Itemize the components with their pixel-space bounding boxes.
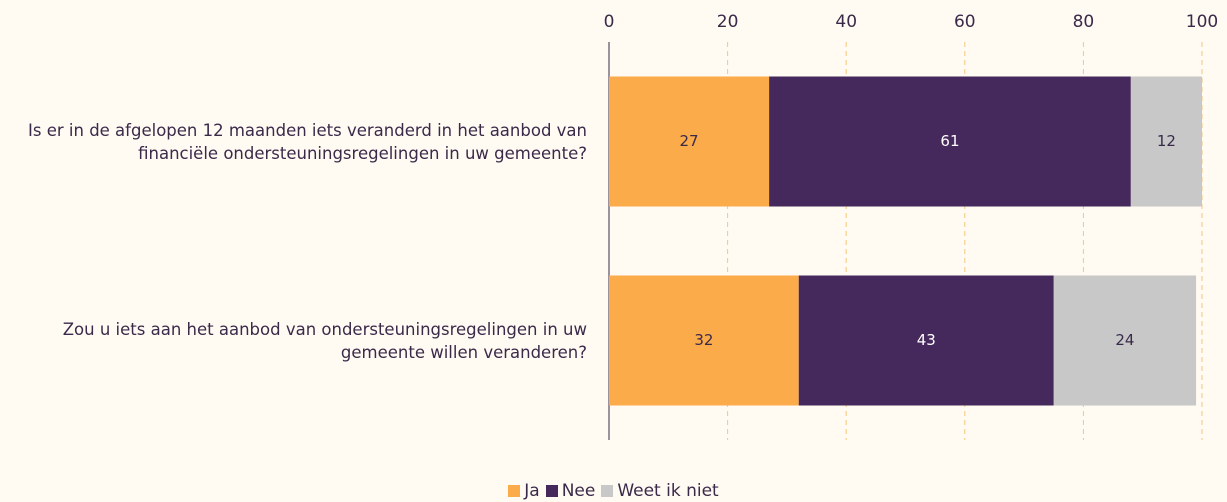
data-label: 32 xyxy=(694,331,713,349)
legend-swatch xyxy=(601,485,614,497)
legend-label: Nee xyxy=(561,481,596,501)
chart: 0 20 40 60 80 100 27 61 12 32 43 24 xyxy=(604,12,1218,440)
legend-swatch xyxy=(508,485,521,497)
bar-segment xyxy=(1130,76,1202,207)
legend: Ja Nee Weet ik niet xyxy=(0,481,1227,502)
data-label: 43 xyxy=(917,331,936,349)
legend-label: Weet ik niet xyxy=(617,481,719,501)
x-tick-label: 100 xyxy=(1186,12,1218,32)
legend-item: Weet ik niet xyxy=(601,481,719,501)
data-label: 27 xyxy=(680,132,699,150)
category-label: Is er in de afgelopen 12 maanden iets ve… xyxy=(28,120,587,163)
bar-segment xyxy=(609,275,799,406)
data-label: 12 xyxy=(1157,132,1176,150)
x-tick-label: 80 xyxy=(1073,12,1095,32)
legend-swatch xyxy=(545,485,558,497)
legend-item: Nee xyxy=(545,481,596,501)
legend-label: Ja xyxy=(524,481,540,501)
x-tick-label: 60 xyxy=(954,12,976,32)
x-tick-label: 40 xyxy=(835,12,857,32)
data-label: 24 xyxy=(1115,331,1134,349)
x-tick-label: 0 xyxy=(604,12,615,32)
x-tick-label: 20 xyxy=(717,12,739,32)
legend-item: Ja xyxy=(508,481,540,501)
bar-segment xyxy=(798,275,1054,406)
bar-segment xyxy=(769,76,1131,207)
category-label: Zou u iets aan het aanbod van ondersteun… xyxy=(62,319,587,362)
data-label: 61 xyxy=(940,132,959,150)
bar-segment xyxy=(609,76,770,207)
bar-segment xyxy=(1053,275,1197,406)
